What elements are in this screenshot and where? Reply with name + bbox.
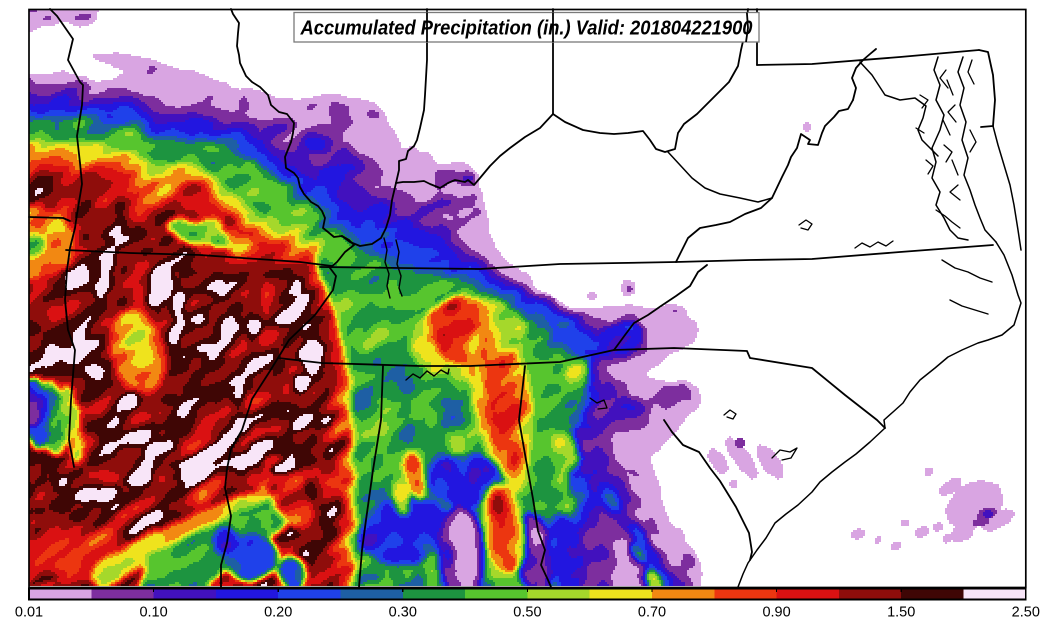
svg-text:0.10: 0.10 — [139, 605, 167, 621]
svg-text:0.90: 0.90 — [762, 605, 790, 621]
svg-text:0.70: 0.70 — [638, 605, 666, 621]
svg-text:0.30: 0.30 — [389, 605, 417, 621]
svg-text:1.50: 1.50 — [887, 605, 915, 621]
svg-text:2.50: 2.50 — [1012, 605, 1040, 621]
svg-text:0.20: 0.20 — [264, 605, 292, 621]
svg-text:0.50: 0.50 — [513, 605, 541, 621]
svg-text:0.01: 0.01 — [15, 605, 43, 621]
svg-text:Accumulated Precipitation (in.: Accumulated Precipitation (in.) Valid: 2… — [300, 18, 753, 40]
